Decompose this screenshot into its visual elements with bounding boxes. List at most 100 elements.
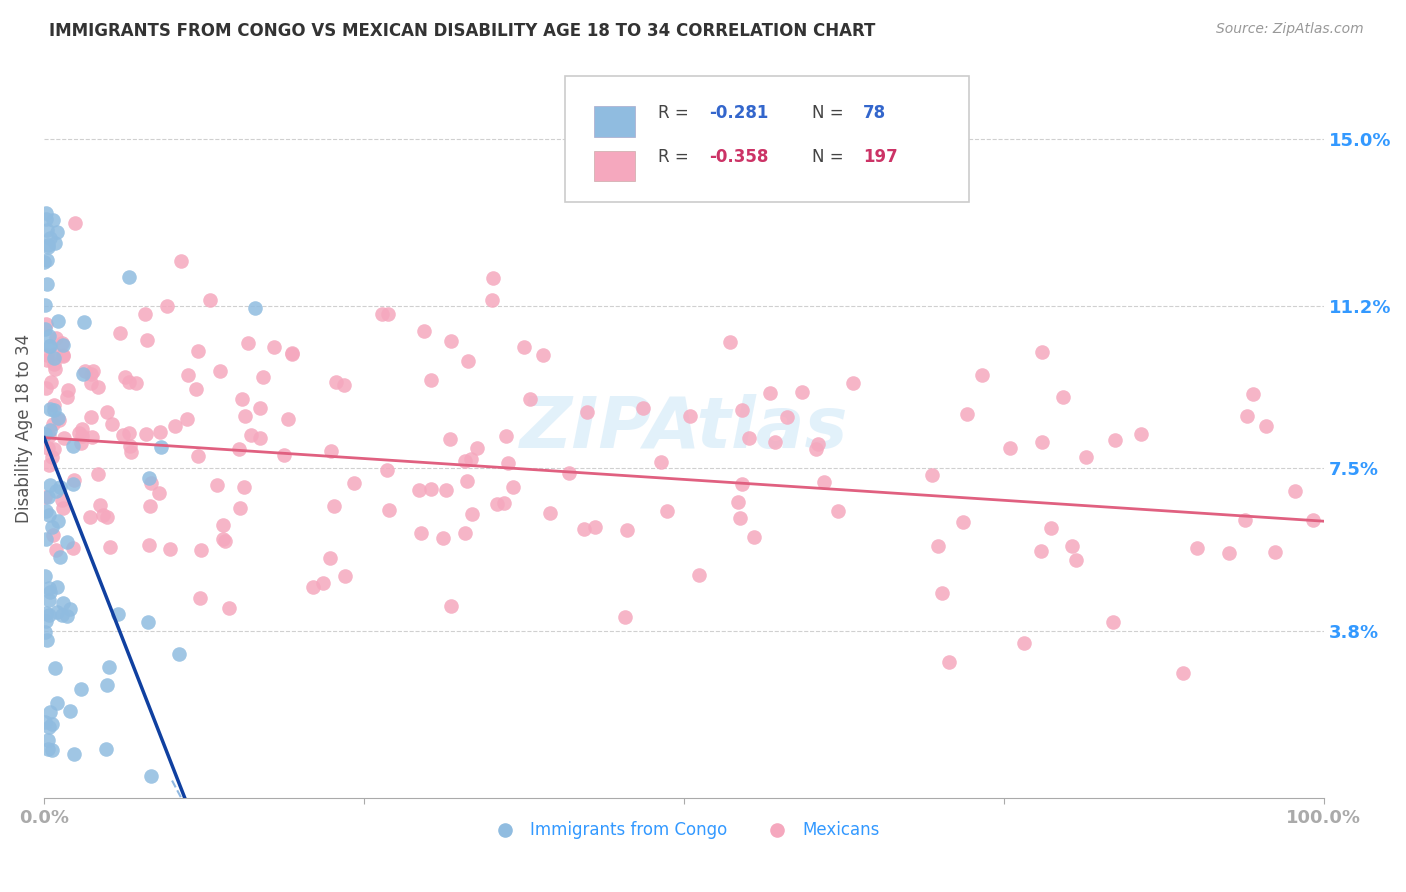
Point (156, 299, 179, 313)
Point (41, 450, 63, 464)
Point (412, 324, 434, 338)
Point (37, 733, 59, 747)
Point (481, 293, 503, 307)
Point (679, 409, 702, 424)
Point (938, 655, 960, 669)
Point (956, 407, 979, 421)
Point (37, 348, 59, 362)
Point (482, 271, 505, 285)
Point (37, 633, 59, 648)
Point (138, 538, 160, 552)
Point (1233, 513, 1256, 527)
Point (281, 345, 304, 359)
Point (408, 483, 430, 498)
Point (931, 586, 953, 600)
Point (1241, 386, 1264, 401)
Point (277, 411, 299, 425)
Point (813, 475, 835, 489)
Point (186, 382, 208, 396)
Point (42, 403, 65, 417)
Point (34, 715, 56, 730)
Point (59, 704, 82, 718)
Point (34, 321, 56, 335)
Point (38, 719, 60, 733)
Point (1254, 419, 1277, 434)
Point (59, 602, 82, 616)
Point (335, 569, 357, 583)
Point (343, 476, 366, 491)
Point (281, 346, 304, 360)
Point (465, 441, 488, 455)
Point (454, 525, 477, 540)
Point (35, 353, 58, 368)
Point (167, 648, 190, 662)
Legend: Immigrants from Congo, Mexicans: Immigrants from Congo, Mexicans (482, 814, 886, 846)
Point (742, 530, 765, 544)
Point (231, 392, 253, 407)
Point (377, 307, 399, 321)
Point (198, 293, 221, 308)
Point (1060, 539, 1083, 553)
Point (41, 717, 63, 731)
Point (80, 430, 103, 444)
Point (37, 742, 59, 756)
Point (998, 441, 1021, 455)
Point (1173, 666, 1195, 681)
Point (46, 225, 69, 239)
Point (48, 514, 70, 528)
Point (38, 458, 60, 472)
Point (35, 504, 58, 518)
Point (233, 481, 256, 495)
Point (312, 576, 335, 591)
Point (1076, 450, 1098, 464)
Point (188, 591, 211, 605)
Point (807, 437, 830, 451)
Point (49, 549, 72, 564)
Point (96, 405, 118, 419)
Point (80, 376, 103, 390)
Point (38, 585, 60, 599)
Point (42, 212, 65, 227)
Point (420, 483, 443, 497)
Text: 197: 197 (863, 148, 898, 166)
FancyBboxPatch shape (565, 76, 969, 202)
Point (375, 463, 398, 477)
Point (616, 523, 638, 537)
Point (124, 376, 146, 390)
Point (252, 369, 274, 384)
Point (1264, 545, 1286, 559)
Point (56, 390, 79, 404)
Point (35, 606, 58, 620)
Point (631, 401, 654, 415)
Point (41, 743, 63, 757)
Point (738, 431, 761, 445)
Point (37, 441, 59, 455)
Point (420, 373, 443, 387)
Point (62, 439, 84, 453)
Point (228, 442, 250, 457)
Point (82, 364, 104, 378)
Point (650, 455, 672, 469)
Point (318, 550, 340, 565)
Point (53, 431, 76, 445)
Point (502, 480, 524, 494)
Text: N =: N = (811, 148, 849, 166)
Point (38, 329, 60, 343)
Point (1031, 434, 1053, 449)
Y-axis label: Disability Age 18 to 34: Disability Age 18 to 34 (15, 334, 32, 524)
Point (37, 238, 59, 252)
Point (34, 625, 56, 640)
Point (96, 678, 118, 692)
Point (138, 471, 160, 485)
Point (70, 435, 93, 450)
Point (91, 508, 114, 522)
Point (952, 515, 974, 529)
Point (163, 418, 186, 433)
Point (55, 608, 77, 623)
Point (52, 338, 75, 352)
Point (139, 769, 162, 783)
Point (763, 434, 786, 449)
Point (114, 370, 136, 384)
Point (89, 498, 111, 512)
Point (67, 425, 90, 440)
